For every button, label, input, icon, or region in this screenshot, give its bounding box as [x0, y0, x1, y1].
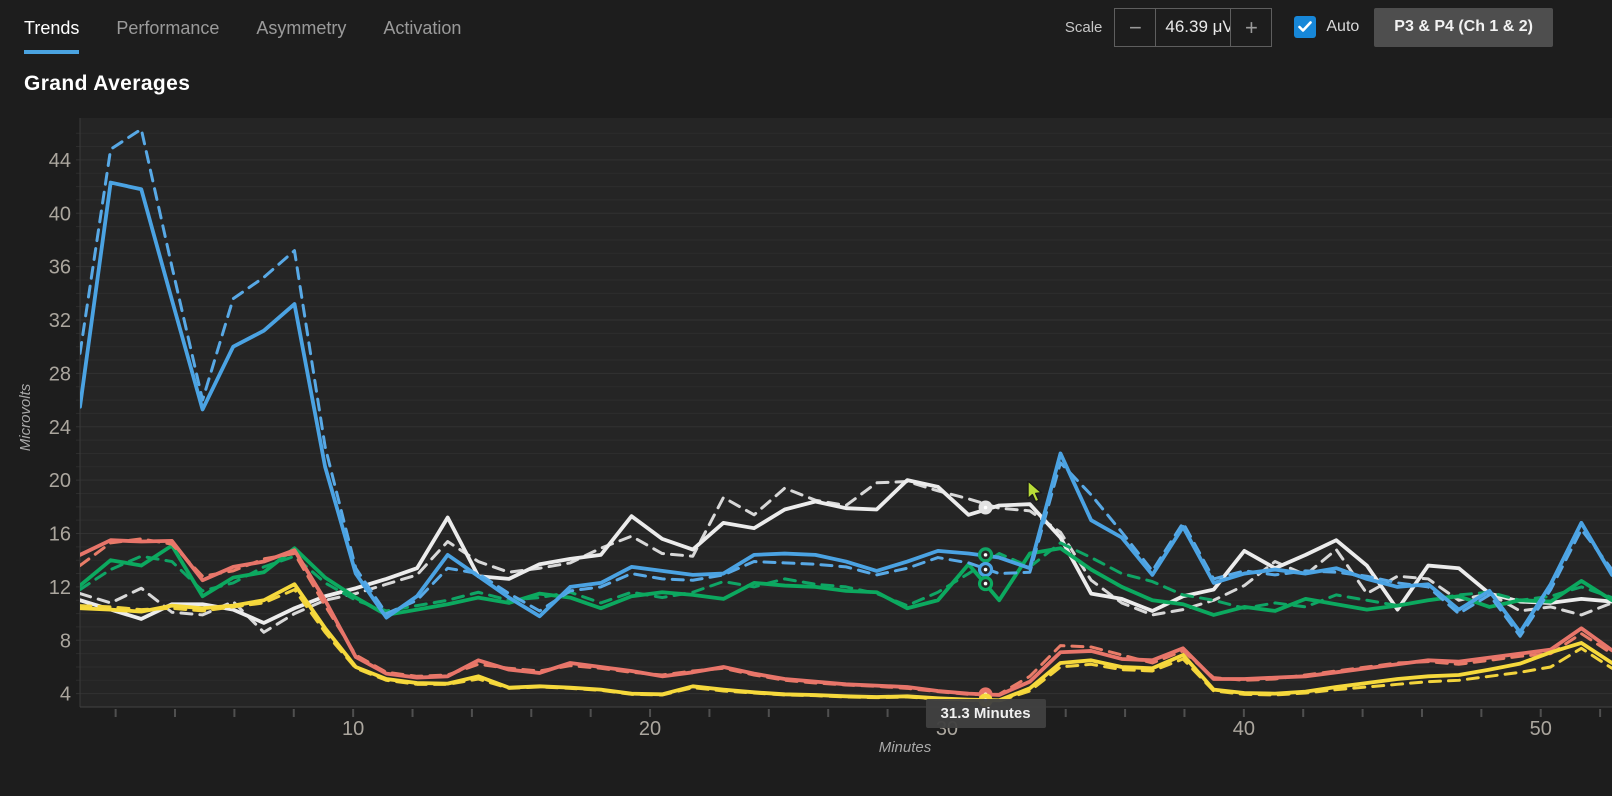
hover-tooltip: 31.3 Minutes [925, 699, 1046, 728]
y-axis: 4 8 12 16 20 24 28 32 36 40 44 Microvolts [17, 150, 71, 706]
tab-performance[interactable]: Performance [116, 17, 220, 38]
svg-text:32: 32 [49, 310, 71, 332]
scale-value-field[interactable]: 46.39 μV [1155, 8, 1232, 46]
series-yellow-solid [80, 582, 1612, 703]
series-yellow-dashed [80, 588, 1612, 703]
x-axis-title: Minutes [879, 739, 932, 756]
series-blue-dashed [80, 127, 1612, 638]
mouse-cursor-icon [1027, 481, 1043, 503]
svg-text:8: 8 [60, 630, 71, 652]
tab-asymmetry[interactable]: Asymmetry [256, 17, 347, 38]
page-title: Grand Averages [24, 72, 191, 95]
scale-decrease-button[interactable]: − [1115, 9, 1155, 46]
series-blue-solid [80, 180, 1612, 635]
series-green-solid [80, 543, 1612, 617]
scale-stepper: − 46.39 μV + [1114, 7, 1273, 47]
scale-label: Scale [1064, 18, 1103, 36]
svg-text:20: 20 [639, 718, 661, 740]
series-white-solid [80, 478, 1612, 625]
series-white-dashed [80, 479, 1612, 634]
scale-controls: Scale − 46.39 μV + Auto P3 & P4 (Ch 1 & … [1065, 0, 1553, 54]
svg-text:20: 20 [49, 470, 71, 492]
tab-bar: Trends Performance Asymmetry Activation [24, 0, 461, 54]
scale-increase-button[interactable]: + [1231, 9, 1271, 46]
series-red-solid [80, 538, 1612, 697]
tab-activation[interactable]: Activation [383, 17, 462, 38]
svg-text:40: 40 [49, 203, 71, 225]
auto-checkbox-label: Auto [1326, 18, 1360, 35]
svg-text:28: 28 [49, 363, 71, 385]
series-lines [80, 127, 1612, 703]
tab-trends[interactable]: Trends [24, 0, 80, 54]
auto-checkbox[interactable] [1294, 16, 1317, 38]
channel-select-button[interactable]: P3 & P4 (Ch 1 & 2) [1374, 7, 1553, 47]
top-bar: Trends Performance Asymmetry Activation Sca… [0, 0, 1612, 54]
svg-text:50: 50 [1530, 718, 1552, 740]
series-green-dashed [80, 541, 1612, 613]
y-axis-title: Microvolts [17, 383, 34, 451]
plot-area [80, 118, 1612, 707]
check-icon [1298, 21, 1313, 32]
svg-text:4: 4 [60, 684, 71, 706]
svg-text:16: 16 [49, 524, 71, 546]
svg-text:12: 12 [49, 577, 71, 599]
svg-text:36: 36 [49, 257, 71, 279]
svg-text:24: 24 [49, 417, 71, 439]
svg-text:10: 10 [342, 718, 364, 740]
svg-text:40: 40 [1233, 718, 1255, 740]
svg-text:44: 44 [49, 150, 71, 172]
